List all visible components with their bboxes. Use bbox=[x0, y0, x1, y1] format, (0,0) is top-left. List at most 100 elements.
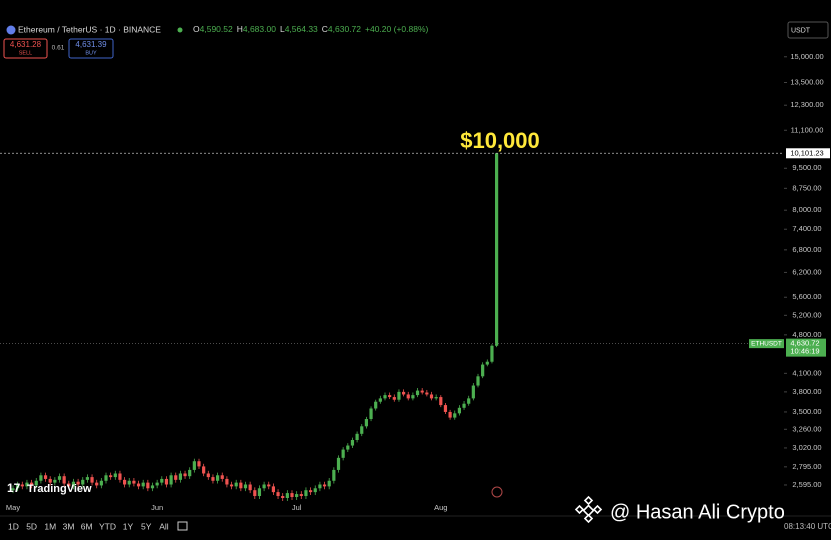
candle-body bbox=[332, 469, 336, 481]
candle-body bbox=[43, 475, 48, 479]
x-tick-label: Jun bbox=[151, 503, 163, 512]
candle-body bbox=[48, 478, 52, 483]
spread: 0.61 bbox=[52, 45, 65, 52]
candle-body bbox=[34, 480, 38, 486]
candle-body bbox=[355, 433, 359, 440]
sell-button[interactable] bbox=[3, 38, 48, 59]
candle-body bbox=[67, 483, 71, 487]
buy-button[interactable] bbox=[68, 38, 114, 59]
candle-body bbox=[160, 478, 164, 483]
candle-body bbox=[457, 407, 461, 414]
y-tick-label: 5,600.00 bbox=[792, 292, 821, 301]
candle-body bbox=[71, 481, 76, 487]
candle-body bbox=[146, 482, 150, 489]
currency-selector[interactable] bbox=[787, 21, 829, 39]
x-tick-label: Jul bbox=[292, 503, 302, 512]
candle-body bbox=[285, 493, 289, 499]
candle-body bbox=[369, 408, 373, 420]
candle-body bbox=[257, 488, 262, 497]
candle-body bbox=[248, 484, 252, 491]
logo-mark: 17 bbox=[7, 481, 21, 495]
status-dot bbox=[177, 27, 183, 33]
candle-body bbox=[471, 385, 475, 399]
range-button[interactable]: 3M bbox=[63, 521, 75, 531]
candle-body bbox=[262, 484, 266, 489]
candle-body bbox=[439, 397, 443, 406]
candle-body bbox=[150, 485, 155, 489]
last-price-label: 4,630.72 bbox=[790, 339, 819, 348]
plot-area: 2,595.00 2,795.00 3,020.00 3,260.00 3,500.00… bbox=[0, 52, 830, 512]
candle-body bbox=[271, 486, 275, 493]
clock: 08:13:40 UTC bbox=[784, 522, 831, 531]
candle-body bbox=[20, 484, 24, 487]
candle-body bbox=[95, 482, 99, 486]
symbol-tag bbox=[749, 339, 784, 349]
range-button[interactable]: 1M bbox=[44, 521, 56, 531]
candle-body bbox=[104, 475, 108, 481]
candle-body bbox=[411, 395, 415, 399]
candle-body bbox=[392, 397, 396, 400]
range-button[interactable]: YTD bbox=[99, 521, 116, 531]
range-button[interactable]: 5Y bbox=[141, 521, 152, 531]
candle-body bbox=[476, 376, 480, 386]
event-icon[interactable] bbox=[491, 486, 503, 498]
candle-body bbox=[225, 478, 229, 485]
y-tick-label: 2,795.00 bbox=[792, 462, 821, 471]
y-tick-label: 13,500.00 bbox=[790, 77, 823, 86]
y-tick-label: 3,800.00 bbox=[792, 387, 821, 396]
candle-body bbox=[229, 484, 234, 487]
candle-body bbox=[406, 394, 410, 399]
sell-label: SELL bbox=[19, 50, 32, 56]
candle-body bbox=[11, 488, 15, 491]
candle-body bbox=[141, 482, 145, 487]
candle-body bbox=[243, 484, 248, 489]
candle-body bbox=[434, 397, 438, 399]
y-tick-label: 12,300.00 bbox=[790, 100, 823, 109]
countdown: 10:46:19 bbox=[790, 347, 819, 356]
candle-body bbox=[290, 493, 294, 498]
candle-body bbox=[57, 476, 62, 480]
candle-body bbox=[183, 473, 187, 477]
range-button[interactable]: All bbox=[159, 521, 169, 531]
sell-price: 4,631.28 bbox=[10, 40, 42, 49]
range-button[interactable]: 1D bbox=[8, 521, 19, 531]
candle-body bbox=[397, 391, 401, 400]
candle-body bbox=[415, 390, 420, 396]
candle-body bbox=[253, 490, 257, 497]
candle-body bbox=[304, 490, 308, 497]
candle-body bbox=[99, 480, 103, 486]
candle-body bbox=[364, 419, 368, 427]
candle-body bbox=[211, 477, 215, 481]
candle-body bbox=[322, 484, 327, 487]
candle-body bbox=[267, 484, 271, 487]
candle-body bbox=[318, 484, 322, 489]
range-button[interactable]: 5D bbox=[26, 521, 37, 531]
y-tick-label: 9,500.00 bbox=[792, 163, 821, 172]
candle-body bbox=[216, 475, 220, 481]
buy-price: 4,631.39 bbox=[75, 40, 107, 49]
ohlc-readout: O4,590.52 H4,683.00 L4,564.33 C4,630.72 +40.… bbox=[193, 24, 429, 34]
ohlc-value: 4,630.72 bbox=[328, 24, 361, 34]
candle-body bbox=[239, 482, 243, 489]
candle-body bbox=[197, 461, 201, 467]
candle-body bbox=[388, 395, 392, 398]
candle-body bbox=[220, 475, 224, 479]
change: +40.20 (+0.88%) bbox=[365, 24, 428, 34]
candle-body bbox=[136, 483, 141, 487]
candle-body bbox=[402, 391, 406, 395]
y-tick-label: 3,260.00 bbox=[792, 424, 821, 433]
buy-label: BUY bbox=[85, 50, 97, 56]
range-button[interactable]: 1Y bbox=[123, 521, 134, 531]
date-range-icon[interactable] bbox=[177, 521, 188, 531]
y-tick-label: 4,100.00 bbox=[792, 368, 821, 377]
y-tick-label: 11,100.00 bbox=[791, 125, 824, 134]
range-button[interactable]: 6M bbox=[81, 521, 93, 531]
candle-body bbox=[188, 469, 192, 477]
ohlc-value: 4,683.00 bbox=[243, 24, 276, 34]
candle-body bbox=[81, 479, 85, 485]
last-price-tag bbox=[786, 338, 826, 357]
candle-body bbox=[341, 449, 345, 458]
ohlc-label: L bbox=[280, 24, 285, 34]
